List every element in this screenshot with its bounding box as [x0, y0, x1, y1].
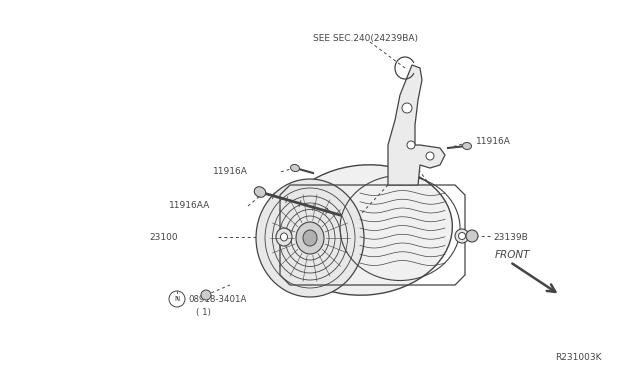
Ellipse shape [256, 179, 364, 297]
Ellipse shape [296, 222, 324, 254]
Text: 11916A: 11916A [476, 138, 511, 147]
Ellipse shape [455, 229, 469, 243]
Ellipse shape [463, 142, 472, 150]
Text: SEE SEC.240(24239BA): SEE SEC.240(24239BA) [313, 33, 418, 42]
Ellipse shape [466, 230, 478, 242]
Circle shape [402, 103, 412, 113]
Text: 23139B: 23139B [493, 232, 528, 241]
Polygon shape [388, 65, 445, 185]
Ellipse shape [276, 228, 292, 246]
Text: 23100: 23100 [149, 232, 178, 241]
Text: N: N [174, 296, 180, 302]
Text: FRONT: FRONT [495, 250, 531, 260]
Text: 11916AA: 11916AA [169, 201, 210, 209]
Ellipse shape [201, 290, 211, 300]
Text: 08918-3401A: 08918-3401A [188, 295, 246, 305]
Ellipse shape [254, 187, 266, 197]
Ellipse shape [303, 230, 317, 246]
Text: 11916A: 11916A [213, 167, 248, 176]
Ellipse shape [278, 165, 452, 295]
Circle shape [426, 152, 434, 160]
Ellipse shape [291, 164, 300, 171]
Circle shape [407, 141, 415, 149]
Ellipse shape [458, 232, 465, 240]
Ellipse shape [280, 233, 287, 241]
Text: R231003K: R231003K [555, 353, 602, 362]
Text: ( 1): ( 1) [196, 308, 211, 317]
